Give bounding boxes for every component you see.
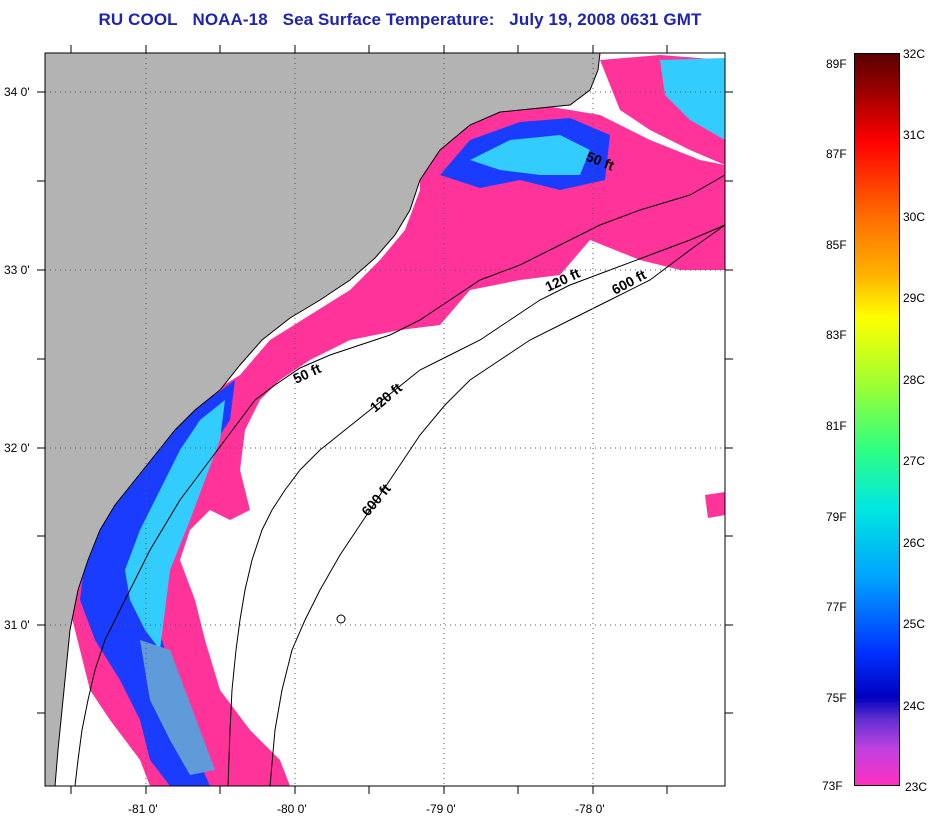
colorbar-c-label: 26C — [903, 536, 926, 550]
coastline — [54, 52, 601, 787]
title-datetime: July 19, 2008 0631 GMT — [509, 10, 702, 29]
isobath-120ft — [227, 224, 726, 787]
colorbar-c-label: 23C — [905, 780, 928, 794]
lat-label: 34 0' — [4, 85, 30, 99]
colorbar-f-label: 89F — [826, 57, 847, 71]
lon-label: -79 0' — [426, 802, 456, 816]
lon-label: -81 0' — [128, 802, 158, 816]
colorbar-c-label: 24C — [903, 699, 926, 713]
temperature-colorbar — [854, 53, 900, 786]
cyan-water-north — [470, 135, 590, 175]
lat-label: 31 0' — [4, 618, 30, 632]
colorbar-f-label: 85F — [826, 238, 847, 252]
colorbar-f-label: 79F — [826, 510, 847, 524]
warm-patch-offshore — [580, 200, 725, 270]
axis-ticks — [37, 45, 733, 794]
colorbar-c-label: 30C — [903, 210, 926, 224]
colorbar-c-label: 25C — [903, 617, 926, 631]
colorbar-f-label: 75F — [826, 691, 847, 705]
cyan-patch-south — [140, 640, 215, 775]
cool-water-northeast — [660, 58, 725, 140]
lon-label: -78 0' — [575, 802, 605, 816]
isobath-closed-contour — [336, 614, 346, 624]
colorbar-f-label: 87F — [826, 147, 847, 161]
map-frame — [44, 52, 726, 787]
title-org: RU COOL — [98, 10, 178, 29]
lat-label: 33 0' — [4, 263, 30, 277]
colorbar-c-label: 29C — [903, 291, 926, 305]
lat-label: 32 0' — [4, 441, 30, 455]
map-title: RU COOL NOAA-18 Sea Surface Temperature:… — [0, 10, 800, 30]
isobath-50ft — [74, 174, 726, 787]
colorbar-f-label: 77F — [826, 600, 847, 614]
warm-patch-small-east — [705, 492, 725, 518]
colorbar-c-label: 27C — [903, 454, 926, 468]
title-product: Sea Surface Temperature: — [282, 10, 495, 29]
colorbar-f-label: 81F — [826, 419, 847, 433]
land-mass — [45, 53, 600, 786]
cyan-water-coast — [125, 400, 225, 650]
colorbar-c-label: 32C — [903, 47, 926, 61]
lat-lon-grid — [45, 53, 725, 786]
colorbar-c-label: 28C — [903, 373, 926, 387]
colorbar-f-label: 83F — [826, 328, 847, 342]
sst-field — [65, 55, 725, 786]
colorbar-f-label: 73F — [822, 779, 843, 793]
title-satellite: NOAA-18 — [192, 10, 268, 29]
colorbar-c-label: 31C — [903, 128, 926, 142]
lon-label: -80 0' — [277, 802, 307, 816]
isobath-600ft — [269, 224, 726, 787]
